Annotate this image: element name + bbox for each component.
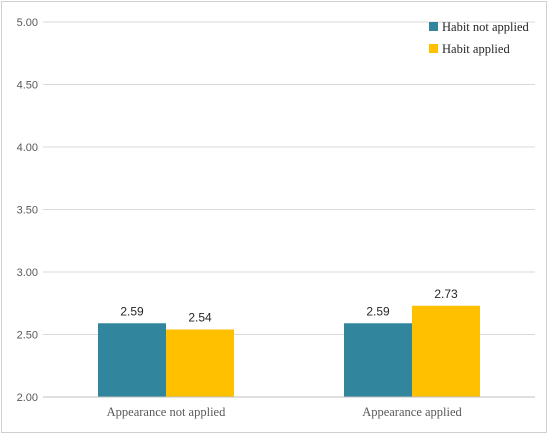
y-tick-label: 5.00 xyxy=(17,17,38,29)
legend-swatch xyxy=(429,44,438,53)
y-tick-label: 4.00 xyxy=(17,142,38,154)
legend-item: Habit not applied xyxy=(429,20,530,34)
data-label: 2.54 xyxy=(188,311,212,325)
legend-swatch xyxy=(429,22,438,31)
bars xyxy=(98,305,480,397)
legend-label: Habit not applied xyxy=(442,20,530,34)
y-tick-label: 4.50 xyxy=(17,80,38,92)
y-tick-label: 3.50 xyxy=(17,205,38,217)
bar-habit-not-applied xyxy=(344,323,412,397)
y-tick-label: 3.00 xyxy=(17,267,38,279)
data-labels: 2.59 2.54 2.59 2.73 xyxy=(120,287,458,325)
x-category-label: Appearance not applied xyxy=(107,405,226,419)
x-axis: Appearance not applied Appearance applied xyxy=(43,396,535,419)
y-axis-ticks: 2.00 2.50 3.00 3.50 4.00 4.50 5.00 xyxy=(17,17,38,404)
bar-habit-applied xyxy=(412,305,480,397)
legend-label: Habit applied xyxy=(442,42,510,56)
x-category-label: Appearance applied xyxy=(362,405,462,419)
bar-habit-applied xyxy=(166,329,234,397)
legend-item: Habit applied xyxy=(429,42,510,56)
data-label: 2.59 xyxy=(120,304,144,318)
y-tick-label: 2.50 xyxy=(17,330,38,342)
bar-habit-not-applied xyxy=(98,323,166,397)
data-label: 2.59 xyxy=(366,304,390,318)
gridlines xyxy=(43,21,535,335)
legend: Habit not applied Habit applied xyxy=(429,20,530,56)
y-tick-label: 2.00 xyxy=(17,392,38,404)
data-label: 2.73 xyxy=(434,287,458,301)
